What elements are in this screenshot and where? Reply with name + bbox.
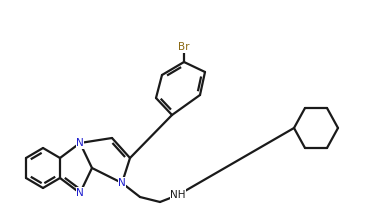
Text: Br: Br <box>178 42 190 52</box>
Text: N: N <box>118 178 126 188</box>
Text: NH: NH <box>170 190 186 200</box>
Text: N: N <box>76 138 84 148</box>
Text: N: N <box>76 188 84 198</box>
